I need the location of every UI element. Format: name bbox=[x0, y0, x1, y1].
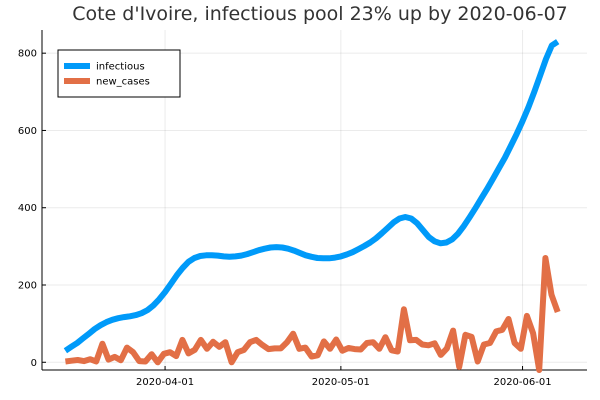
y-tick-label: 0 bbox=[31, 358, 37, 369]
chart-title: Cote d'Ivoire, infectious pool 23% up by… bbox=[72, 3, 568, 25]
y-tick-label: 400 bbox=[18, 203, 37, 214]
x-tick-label: 2020-06-01 bbox=[493, 377, 551, 388]
x-tick-label: 2020-04-01 bbox=[136, 377, 194, 388]
series-line-new-cases bbox=[65, 255, 561, 373]
y-tick-label: 200 bbox=[18, 281, 37, 292]
legend: infectious new_cases bbox=[57, 49, 181, 98]
y-tick-label: 600 bbox=[18, 126, 37, 137]
y-axis-ticks: 0 200 400 600 800 bbox=[18, 49, 46, 369]
legend-label: infectious bbox=[96, 62, 145, 73]
legend-label: new_cases bbox=[96, 77, 150, 88]
series-line-infectious bbox=[63, 39, 560, 354]
axes bbox=[41, 30, 587, 371]
legend-box bbox=[57, 49, 181, 98]
y-tick-label: 800 bbox=[18, 49, 37, 60]
series-layer bbox=[63, 39, 561, 373]
x-tick-label: 2020-05-01 bbox=[312, 377, 370, 388]
x-axis-ticks: 2020-04-01 2020-05-01 2020-06-01 bbox=[136, 366, 552, 388]
